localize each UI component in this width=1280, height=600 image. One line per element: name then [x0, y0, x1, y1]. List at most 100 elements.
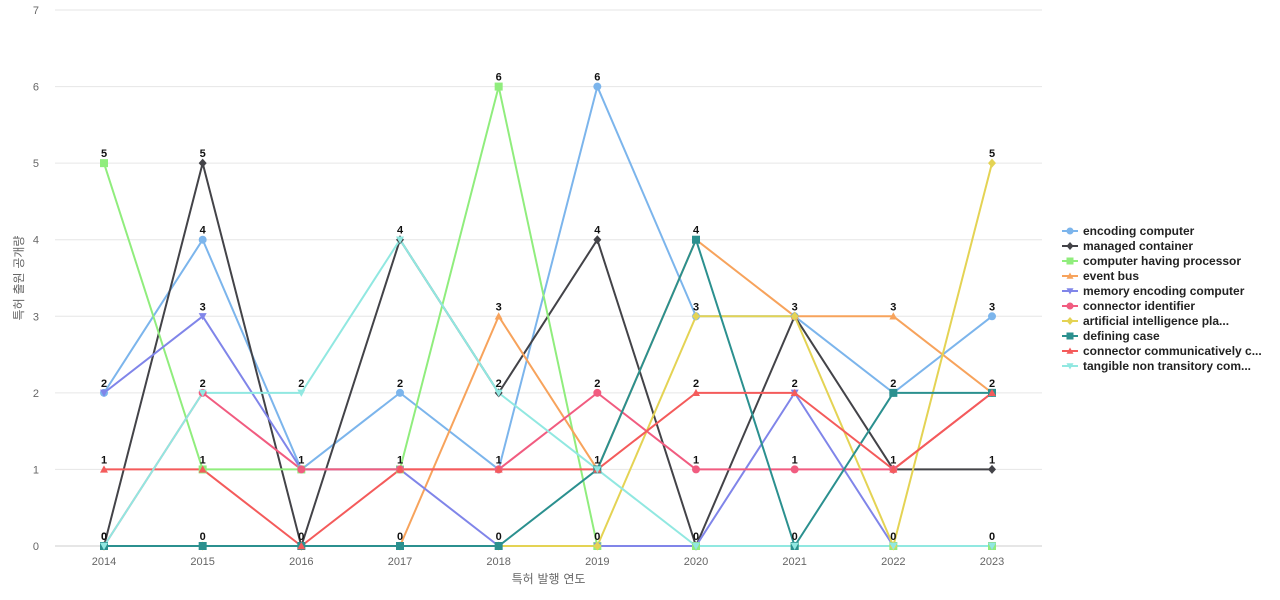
data-label: 2 [792, 378, 798, 390]
legend-symbol [1066, 272, 1074, 279]
data-label: 4 [594, 225, 601, 237]
x-tick-label: 2021 [782, 556, 806, 568]
x-tick-label: 2015 [190, 556, 214, 568]
x-tick-label: 2017 [388, 556, 412, 568]
series-point [593, 235, 602, 245]
data-label: 3 [890, 301, 896, 313]
series-point [297, 389, 306, 397]
legend-label: artificial intelligence pla... [1083, 314, 1229, 328]
x-tick-label: 2022 [881, 556, 905, 568]
series-point [889, 388, 898, 397]
data-label: 2 [101, 378, 107, 390]
legend-symbol [1066, 317, 1074, 325]
legend-symbol [1066, 347, 1074, 354]
legend-symbol [1066, 288, 1074, 295]
series-point [790, 542, 799, 550]
series-lines [103, 85, 993, 547]
data-label: 0 [693, 531, 699, 543]
data-label: 2 [890, 378, 896, 390]
data-labels: 0 5 2 1 0 0 1 2 3 4 5 0 1 2 0 1 2 4 0 1 2 3 6 0 1 2 4 6 0 1 2 3 4 0 1 2 3 0 1 2… [101, 72, 995, 543]
data-label: 0 [594, 531, 600, 543]
series-point [988, 158, 996, 168]
data-label: 0 [200, 531, 206, 543]
legend-symbol [1066, 227, 1074, 235]
series-point [494, 312, 503, 320]
legend-item[interactable]: connector communicatively c... [1062, 344, 1262, 358]
data-label: 2 [200, 378, 206, 390]
series-point [494, 389, 503, 397]
data-label: 4 [200, 225, 207, 237]
data-label: 0 [792, 531, 798, 543]
legend-label: connector communicatively c... [1083, 344, 1262, 358]
y-tick-label: 2 [33, 388, 39, 400]
x-tick-label: 2023 [980, 556, 1004, 568]
data-label: 5 [200, 148, 206, 160]
series-point [692, 235, 700, 244]
series-markers [100, 82, 996, 551]
series-point [889, 465, 898, 473]
legend-item[interactable]: managed container [1062, 239, 1193, 253]
series-point [988, 464, 996, 474]
legend-label: computer having processor [1083, 254, 1241, 268]
x-tick-label: 2016 [289, 556, 313, 568]
data-label: 3 [792, 301, 798, 313]
series-point [396, 542, 404, 550]
series-point [692, 311, 700, 321]
legend-item[interactable]: encoding computer [1062, 224, 1195, 238]
data-label: 1 [693, 454, 699, 466]
data-label: 1 [594, 454, 600, 466]
series-point [790, 465, 799, 474]
data-label: 1 [989, 454, 995, 466]
data-label: 2 [397, 378, 403, 390]
series-point [494, 82, 503, 91]
legend-symbol [1066, 363, 1074, 370]
legend-label: memory encoding computer [1083, 284, 1245, 298]
legend-symbol [1066, 302, 1074, 310]
data-label: 1 [101, 454, 107, 466]
data-label: 3 [496, 301, 502, 313]
data-label: 3 [693, 301, 699, 313]
legend-item[interactable]: defining case [1062, 329, 1160, 343]
legend-label: encoding computer [1083, 224, 1195, 238]
data-label: 2 [594, 378, 600, 390]
legend-item[interactable]: event bus [1062, 269, 1139, 283]
series-point [494, 465, 503, 473]
series-point [593, 82, 602, 91]
legend-symbol [1066, 257, 1074, 265]
series-point [198, 389, 207, 397]
series-point [100, 542, 108, 550]
y-tick-label: 6 [33, 82, 39, 94]
series-point [198, 235, 207, 244]
series-point [297, 542, 306, 550]
series-point [593, 388, 602, 397]
series-point [692, 465, 700, 474]
series-point [889, 312, 898, 320]
y-tick-label: 7 [33, 5, 39, 17]
series-point [988, 542, 996, 550]
data-label: 2 [298, 378, 304, 390]
y-tick-label: 4 [33, 235, 39, 247]
legend-symbol [1066, 332, 1074, 340]
legend-item[interactable]: computer having processor [1062, 254, 1241, 268]
x-tick-label: 2014 [92, 556, 116, 568]
legend-item[interactable]: connector identifier [1062, 299, 1195, 313]
y-tick-label: 5 [33, 158, 39, 170]
series-point [494, 542, 503, 550]
series-point [988, 312, 996, 321]
legend-label: defining case [1083, 329, 1160, 343]
data-label: 0 [101, 531, 107, 543]
legend-label: managed container [1083, 239, 1193, 253]
x-axis-title: 특허 발행 연도 [512, 571, 586, 586]
series-point [198, 158, 207, 168]
legend-item[interactable]: memory encoding computer [1062, 284, 1245, 298]
data-label: 5 [989, 148, 995, 160]
legend-item[interactable]: artificial intelligence pla... [1062, 314, 1229, 328]
data-label: 0 [298, 531, 304, 543]
legend-item[interactable]: tangible non transitory com... [1062, 359, 1251, 373]
series-point [889, 542, 898, 550]
series-point [297, 465, 306, 474]
series-line-7 [104, 238, 992, 547]
series-point [790, 311, 799, 321]
